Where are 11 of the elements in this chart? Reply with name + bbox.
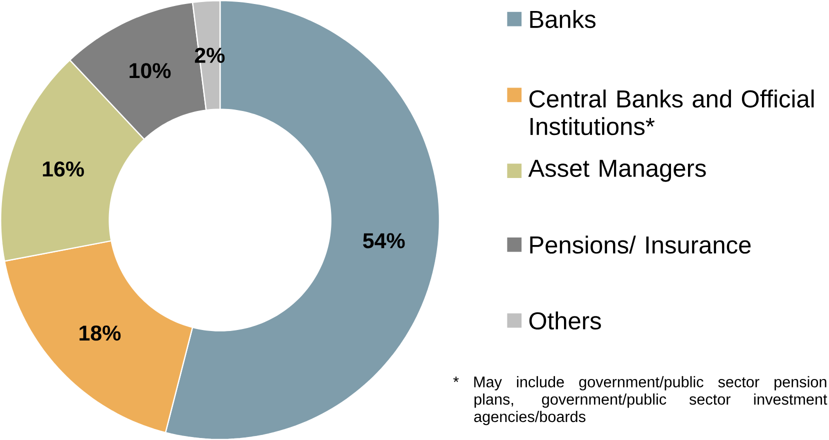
data-label: 2% [194, 48, 225, 63]
data-label: 54% [363, 233, 405, 248]
legend-label: Asset Managers [528, 160, 706, 182]
legend-label: Pensions/ Insurance [530, 236, 751, 254]
data-label: 10% [130, 63, 171, 78]
text: * May include government/public sector pension plans, government/public sector investment agencies/boards [453, 376, 828, 426]
legend-label: Others [529, 311, 601, 330]
legend-label: Central Banks and Official Institutions* [529, 90, 814, 136]
data-label: 16% [42, 161, 84, 177]
data-label: 18% [80, 325, 121, 341]
legend-label: Banks [530, 10, 596, 28]
